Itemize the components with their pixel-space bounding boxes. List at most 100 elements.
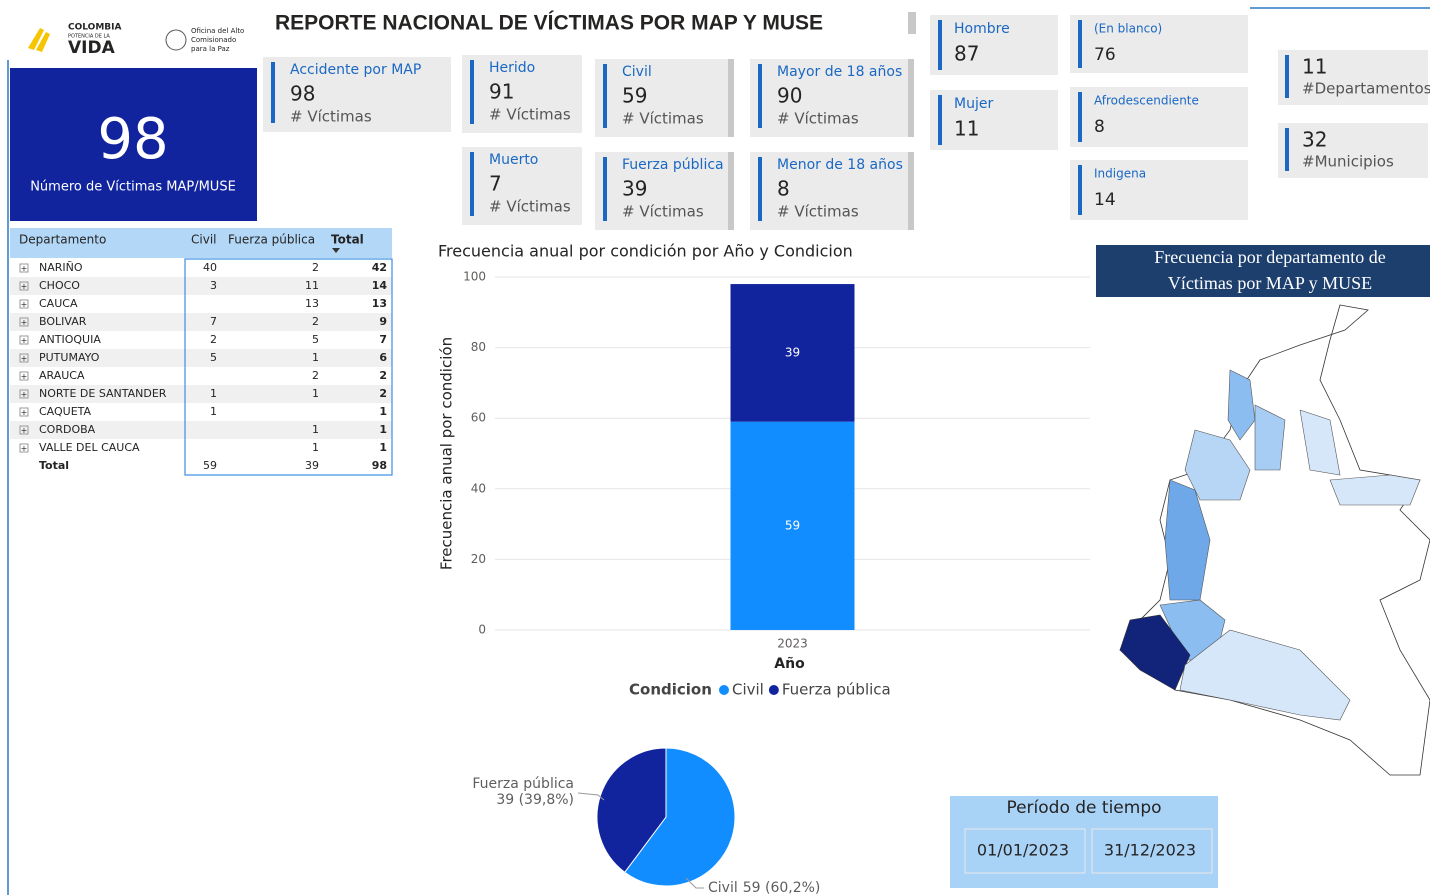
card-accent (470, 152, 474, 216)
y-tick-label: 80 (471, 340, 486, 354)
sort-icon (332, 248, 340, 253)
card-accent (1078, 92, 1082, 142)
card-value: 8 (1094, 117, 1105, 137)
pie-label: Civil (708, 880, 738, 895)
x-tick-label: 2023 (777, 637, 808, 651)
card-accent (938, 20, 942, 70)
table-row-label: PUTUMAYO (39, 351, 100, 364)
logo-mark (28, 28, 50, 52)
table-row-stripe (10, 385, 392, 403)
card-title: Herido (489, 60, 535, 76)
table-cell: 5 (210, 351, 217, 364)
expand-icon (19, 407, 29, 417)
table-cell: 1 (210, 387, 217, 400)
card-unit: # Víctimas (777, 110, 859, 128)
card-value: 7 (489, 172, 502, 196)
y-tick-label: 60 (471, 411, 486, 425)
bar (730, 421, 855, 630)
table-total: 59 (203, 459, 217, 472)
card-title: Fuerza pública (622, 157, 724, 173)
x-axis-label: Año (774, 656, 805, 672)
card-accent (1078, 20, 1082, 68)
start-date[interactable]: 01/01/2023 (977, 841, 1069, 860)
table-header-cell: Departamento (19, 233, 106, 247)
map (1119, 304, 1430, 776)
period-title: Período de tiempo (1006, 798, 1161, 818)
card (1070, 87, 1248, 147)
card (462, 55, 582, 133)
table-header-cell: Fuerza pública (228, 233, 315, 247)
card-unit: # Víctimas (622, 203, 704, 221)
logo-emblem (165, 29, 187, 51)
map-region (1254, 404, 1286, 471)
card-unit: # Víctimas (622, 110, 704, 128)
table-total: Total (39, 459, 69, 472)
page-title: REPORTE NACIONAL DE VÍCTIMAS POR MAP Y M… (275, 12, 823, 35)
table-cell: 1 (312, 351, 319, 364)
card (595, 152, 730, 230)
table-cell: 42 (372, 261, 387, 274)
table-cell: 2 (210, 333, 217, 346)
table-cell: 6 (379, 351, 387, 364)
card-title: Hombre (954, 21, 1010, 37)
y-tick-label: 0 (478, 623, 486, 637)
logo-text: para la Paz (191, 45, 230, 53)
map-region (1299, 409, 1341, 476)
card-scroll (728, 59, 734, 137)
expand-plus: + (21, 282, 28, 291)
map-region (1227, 369, 1256, 441)
card-unit: # Víctimas (489, 198, 571, 216)
expand-plus: + (21, 336, 28, 345)
expand-icon (19, 371, 29, 381)
card-value: 76 (1094, 45, 1116, 65)
expand-plus: + (21, 354, 28, 363)
card-title: Mayor de 18 años (777, 64, 902, 80)
bar (730, 284, 855, 422)
table-row-label: CORDOBA (39, 423, 96, 436)
card-value: 11 (954, 117, 979, 141)
card-title: Accidente por MAP (290, 62, 421, 78)
table-cell: 1 (312, 387, 319, 400)
card-scroll (908, 59, 914, 137)
card-scroll (908, 152, 914, 230)
logo-text: Oficina del Alto (191, 27, 244, 35)
card-title: Civil (622, 64, 652, 80)
card-label: #Municipios (1302, 153, 1394, 171)
table-cell: 13 (372, 297, 387, 310)
card-unit: # Víctimas (489, 106, 571, 124)
pie-label: Fuerza pública (472, 776, 574, 792)
card-value: 59 (622, 84, 647, 108)
table-row-label: CAUCA (39, 297, 78, 310)
table-cell: 2 (312, 315, 319, 328)
card (595, 59, 730, 137)
map-region (1184, 429, 1251, 501)
end-date[interactable]: 31/12/2023 (1104, 841, 1196, 860)
table-header (10, 228, 392, 258)
table-cell: 14 (372, 279, 388, 292)
table-cell: 1 (379, 423, 387, 436)
legend-marker (768, 685, 779, 695)
card (263, 57, 451, 132)
table-row-stripe (10, 349, 392, 367)
table-cell: 1 (379, 405, 387, 418)
card-value: 14 (1094, 190, 1116, 210)
card (1070, 160, 1248, 220)
table-row-stripe (10, 277, 392, 295)
date-input[interactable] (1091, 828, 1213, 874)
date-input[interactable] (964, 828, 1086, 874)
table-row-stripe (10, 313, 392, 331)
card-title: Menor de 18 años (777, 157, 903, 173)
table-cell: 2 (379, 387, 387, 400)
card-unit: # Víctimas (777, 203, 859, 221)
card-value: 32 (1302, 128, 1327, 152)
expand-icon (19, 425, 29, 435)
expand-plus: + (21, 372, 28, 381)
map-region (1119, 614, 1191, 691)
card-accent (1078, 165, 1082, 215)
expand-icon (19, 263, 29, 273)
pie-slice (624, 747, 736, 887)
card (930, 15, 1058, 75)
card-title: Afrodescendiente (1094, 94, 1199, 108)
main-card-label: Número de Víctimas MAP/MUSE (30, 180, 236, 195)
map-title: Frecuencia por departamento de (1154, 247, 1385, 267)
